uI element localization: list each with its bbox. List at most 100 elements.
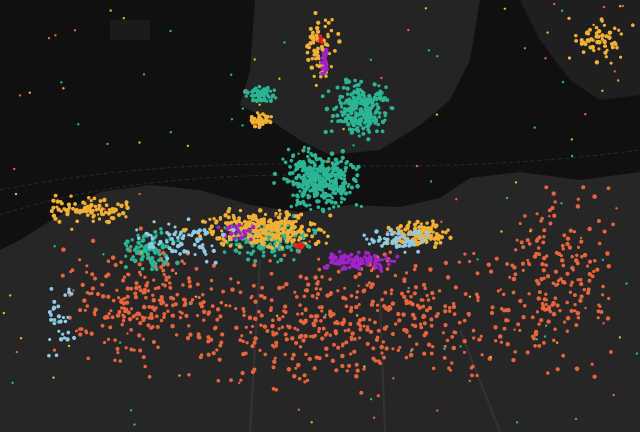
poi-dot [344, 161, 349, 165]
poi-dot [342, 317, 346, 322]
poi-dot [260, 285, 265, 290]
poi-dot [349, 352, 353, 356]
poi-dot [159, 318, 164, 323]
poi-dot [520, 261, 526, 266]
poi-dot [106, 211, 112, 216]
poi-dot [428, 228, 433, 234]
poi-dot [179, 242, 184, 247]
poi-dot [144, 231, 149, 236]
poi-dot [102, 340, 107, 345]
poi-dot [575, 204, 581, 209]
poi-dot [505, 196, 509, 200]
poi-dot [382, 236, 387, 241]
poi-dot [71, 206, 75, 211]
poi-dot [385, 237, 390, 243]
poi-dot [324, 313, 327, 316]
poi-dot [109, 9, 112, 12]
poi-dot [203, 220, 207, 224]
poi-dot [229, 220, 234, 225]
poi-dot [313, 176, 319, 181]
poi-dot [534, 238, 539, 243]
poi-dot [609, 61, 613, 65]
poi-dot [506, 307, 511, 313]
poi-dot [124, 215, 128, 219]
poi-dot [322, 54, 327, 59]
poi-dot [321, 159, 326, 164]
poi-dot [152, 278, 156, 282]
poi-dot [579, 236, 583, 240]
poi-dot [258, 221, 262, 225]
poi-dot [341, 112, 346, 116]
poi-dot [437, 289, 442, 293]
poi-dot [271, 386, 276, 391]
building [110, 20, 150, 40]
poi-dot [82, 205, 88, 211]
poi-dot [329, 314, 333, 319]
poi-dot [340, 267, 345, 271]
poi-dot [248, 237, 253, 242]
poi-dot [289, 226, 294, 231]
poi-dot [601, 293, 605, 297]
poi-dot [397, 229, 401, 233]
poi-dot [444, 230, 448, 235]
poi-dot [304, 307, 308, 311]
mainland-land [240, 0, 480, 155]
poi-dot [375, 129, 379, 134]
poi-dot [584, 113, 587, 116]
poi-dot [505, 262, 510, 266]
poi-dot [142, 73, 146, 76]
poi-dot [156, 345, 160, 350]
poi-dot [91, 219, 95, 223]
poi-dot [273, 253, 277, 258]
poi-dot [592, 374, 597, 379]
poi-dot [166, 309, 170, 313]
poi-dot [206, 335, 211, 340]
poi-dot [67, 290, 72, 295]
poi-dot [213, 260, 218, 265]
poi-dot [377, 255, 380, 259]
poi-dot [359, 107, 363, 111]
poi-dot [372, 253, 377, 258]
poi-dot [330, 254, 335, 258]
poi-dot [419, 235, 423, 240]
poi-dot [326, 234, 330, 239]
poi-dot [203, 231, 208, 236]
poi-dot [533, 344, 537, 348]
poi-dot [85, 213, 90, 217]
poi-dot [277, 208, 282, 213]
poi-dot [296, 215, 301, 220]
poi-dot [579, 281, 584, 287]
poi-dot [355, 98, 359, 102]
poi-dot [319, 163, 325, 168]
poi-dot [289, 158, 294, 163]
poi-dot [132, 247, 138, 253]
poi-dot [89, 204, 93, 208]
poi-dot [289, 248, 294, 252]
poi-dot [192, 242, 197, 247]
poi-dot [309, 65, 315, 70]
poi-dot [285, 238, 290, 243]
poi-dot [452, 312, 457, 316]
poi-dot [364, 97, 369, 102]
poi-dot [330, 114, 336, 119]
poi-dot [220, 229, 224, 233]
poi-dot [238, 338, 243, 342]
poi-dot [548, 215, 551, 218]
poi-dot [152, 307, 157, 312]
poi-dot [429, 324, 434, 328]
poi-dot [379, 269, 384, 273]
poi-dot [418, 322, 423, 326]
poi-dot [467, 313, 471, 317]
poi-dot [307, 356, 312, 362]
poi-dot [351, 95, 356, 100]
poi-dot [232, 236, 237, 241]
poi-dot [102, 253, 105, 256]
poi-dot [120, 210, 126, 216]
poi-dot [368, 110, 372, 114]
poi-dot [196, 332, 201, 337]
poi-dot [117, 309, 122, 314]
poi-dot [580, 254, 584, 259]
poi-dot [441, 331, 445, 335]
poi-dot [253, 86, 258, 91]
poi-dot [346, 107, 351, 113]
